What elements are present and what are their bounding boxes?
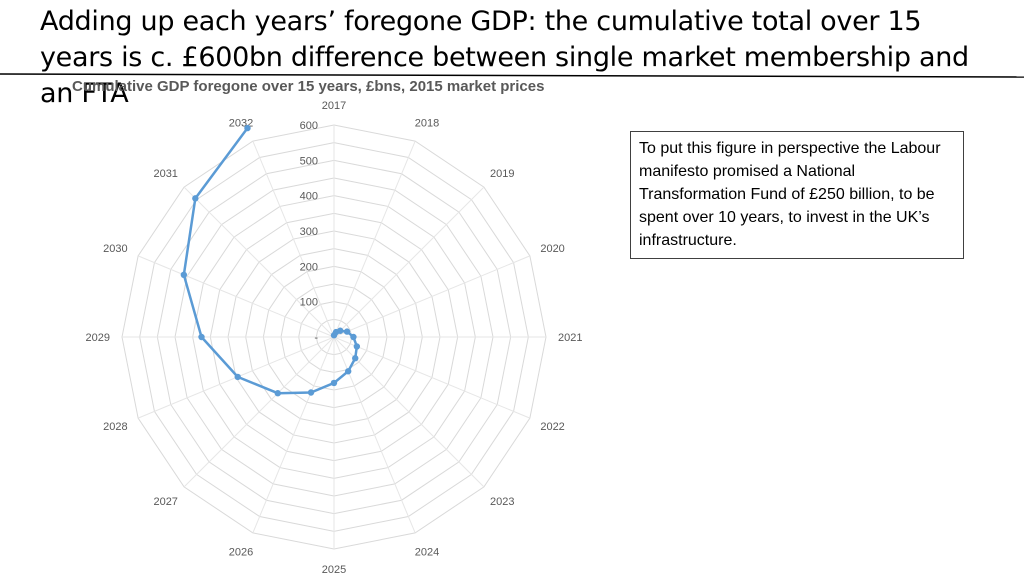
chart-title: Cumulative GDP foregone over 15 years, £… xyxy=(72,78,545,95)
category-label: 2018 xyxy=(415,118,439,130)
category-label: 2017 xyxy=(322,100,346,112)
grid-spoke xyxy=(333,336,416,534)
data-point xyxy=(350,333,357,341)
category-label: 2021 xyxy=(558,332,582,344)
perspective-callout: To put this figure in perspective the La… xyxy=(630,131,964,259)
radial-tick-label: 300 xyxy=(300,226,318,238)
grid-spoke xyxy=(183,186,335,338)
radial-tick-label: 400 xyxy=(300,191,318,203)
data-point xyxy=(330,379,338,387)
grid-spoke xyxy=(333,140,416,338)
data-point xyxy=(274,390,281,397)
grid-spoke xyxy=(333,336,485,488)
category-label: 2027 xyxy=(153,496,177,508)
category-label: 2025 xyxy=(322,564,346,576)
radial-tick-label: 500 xyxy=(300,155,318,167)
series-line xyxy=(182,127,359,395)
category-label: 2029 xyxy=(86,332,110,344)
category-label: 2020 xyxy=(540,243,564,255)
data-point xyxy=(307,389,315,396)
data-point xyxy=(353,343,361,350)
data-point xyxy=(180,271,188,279)
data-point xyxy=(337,327,344,334)
data-point xyxy=(234,373,241,381)
grid-spoke xyxy=(333,336,531,419)
category-label: 2024 xyxy=(415,546,439,558)
grid-spoke xyxy=(252,336,335,534)
grid-spoke xyxy=(252,140,335,338)
data-point xyxy=(244,124,251,132)
category-label: 2032 xyxy=(229,118,253,130)
grid-spoke xyxy=(333,255,531,338)
category-label: 2028 xyxy=(103,421,127,433)
radial-tick-label: 100 xyxy=(300,297,318,309)
grid-spoke xyxy=(137,255,335,338)
radial-tick-label: - xyxy=(314,332,318,344)
data-point xyxy=(352,355,359,362)
data-point xyxy=(343,328,351,335)
category-label: 2031 xyxy=(153,168,177,180)
category-label: 2023 xyxy=(490,496,514,508)
category-label: 2030 xyxy=(103,243,127,255)
category-label: 2022 xyxy=(540,421,564,433)
grid-spoke xyxy=(333,186,485,338)
grid-spoke xyxy=(183,336,335,488)
radial-tick-label: 600 xyxy=(300,120,318,132)
slide-title: Adding up each years’ foregone GDP: the … xyxy=(40,6,969,109)
radial-tick-label: 200 xyxy=(300,261,318,273)
category-label: 2026 xyxy=(229,546,253,558)
data-point xyxy=(192,195,199,202)
category-label: 2019 xyxy=(490,168,514,180)
data-point xyxy=(198,333,205,341)
data-point xyxy=(344,368,352,375)
